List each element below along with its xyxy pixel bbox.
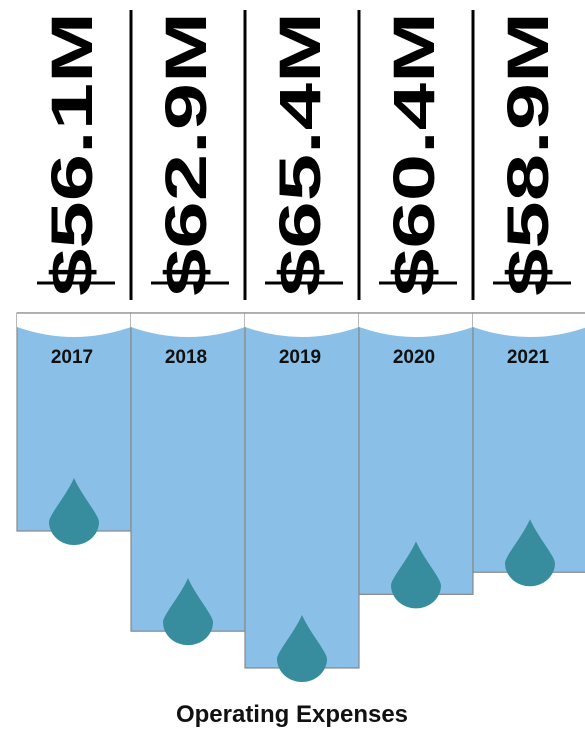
x-tick-label: 2020 [393,347,435,368]
drop [505,519,555,587]
water-surface [17,313,131,337]
drop [277,615,327,682]
value-label: $65.4M [268,12,333,296]
drop [163,578,214,646]
drop [391,541,441,609]
value-label: $56.1M [40,12,105,296]
water-surface [473,313,585,337]
value-label: $58.9M [496,12,561,296]
water-surface [245,313,359,337]
x-tick-label: 2017 [51,347,93,368]
water-surface [131,313,245,337]
drop [49,478,100,546]
x-tick-label: 2021 [507,347,550,368]
x-tick-label: 2019 [279,347,321,368]
chart-title: Operating Expenses [176,701,408,728]
value-label: $60.4M [382,12,447,296]
value-label: $62.9M [154,12,219,296]
water-surface [359,313,473,337]
x-tick-label: 2018 [165,347,207,368]
